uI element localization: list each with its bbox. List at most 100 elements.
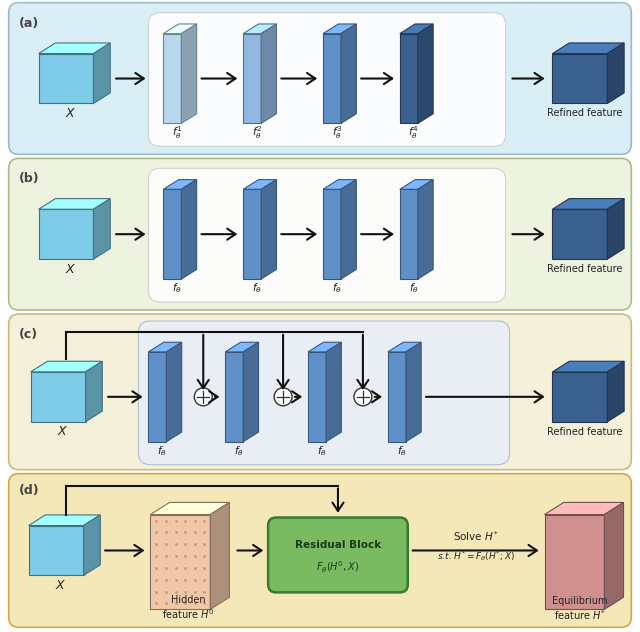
Text: $f_{\theta}^{3}$: $f_{\theta}^{3}$ — [332, 124, 342, 141]
FancyBboxPatch shape — [9, 314, 631, 470]
Polygon shape — [388, 352, 406, 442]
Circle shape — [274, 388, 292, 406]
Polygon shape — [163, 24, 196, 33]
Polygon shape — [552, 54, 607, 104]
Polygon shape — [84, 515, 100, 575]
Polygon shape — [163, 189, 181, 279]
Polygon shape — [38, 209, 93, 259]
Polygon shape — [400, 33, 418, 123]
Text: $f_{\theta}$: $f_{\theta}$ — [172, 281, 182, 295]
Polygon shape — [607, 362, 624, 422]
Text: $f_{\theta}$: $f_{\theta}$ — [252, 281, 262, 295]
Text: $f_{\theta}$: $f_{\theta}$ — [157, 444, 167, 458]
Polygon shape — [308, 352, 326, 442]
FancyBboxPatch shape — [148, 13, 506, 147]
Polygon shape — [150, 502, 229, 514]
Polygon shape — [341, 24, 356, 123]
Text: (d): (d) — [19, 483, 39, 497]
Text: $f_{\theta}$: $f_{\theta}$ — [409, 281, 419, 295]
Polygon shape — [261, 179, 276, 279]
Polygon shape — [148, 343, 182, 352]
Polygon shape — [323, 179, 356, 189]
Polygon shape — [86, 362, 102, 422]
Polygon shape — [418, 179, 433, 279]
Text: $f_{\theta}$: $f_{\theta}$ — [317, 444, 327, 458]
Polygon shape — [607, 198, 624, 259]
Text: Refined feature: Refined feature — [547, 264, 623, 274]
Polygon shape — [552, 43, 624, 54]
Text: Residual Block: Residual Block — [295, 540, 381, 550]
Text: $f_{\theta}$: $f_{\theta}$ — [397, 444, 407, 458]
Polygon shape — [406, 343, 421, 442]
Polygon shape — [400, 189, 418, 279]
Text: s.t. $H^{*}=F_{\theta}(H^{*};X)$: s.t. $H^{*}=F_{\theta}(H^{*};X)$ — [437, 549, 515, 563]
Polygon shape — [93, 43, 110, 104]
Polygon shape — [308, 343, 341, 352]
Polygon shape — [323, 189, 341, 279]
Polygon shape — [225, 352, 243, 442]
FancyBboxPatch shape — [9, 3, 631, 154]
Polygon shape — [400, 24, 433, 33]
Polygon shape — [29, 526, 84, 575]
Text: $X$: $X$ — [65, 263, 77, 276]
Polygon shape — [545, 514, 604, 609]
FancyBboxPatch shape — [138, 321, 509, 465]
Polygon shape — [418, 24, 433, 123]
Circle shape — [195, 388, 212, 406]
Polygon shape — [552, 362, 624, 372]
Polygon shape — [400, 179, 433, 189]
Text: $f_{\theta}$: $f_{\theta}$ — [332, 281, 342, 295]
Text: Refined feature: Refined feature — [547, 109, 623, 118]
Text: (b): (b) — [19, 173, 39, 185]
Polygon shape — [166, 343, 182, 442]
FancyBboxPatch shape — [9, 159, 631, 310]
Text: Equilibrium
feature $H^{*}$: Equilibrium feature $H^{*}$ — [552, 596, 607, 623]
Polygon shape — [93, 198, 110, 259]
Text: $f_{\theta}$: $f_{\theta}$ — [234, 444, 244, 458]
Polygon shape — [38, 198, 110, 209]
Polygon shape — [148, 352, 166, 442]
Text: $f_{\theta}^{2}$: $f_{\theta}^{2}$ — [252, 124, 262, 141]
Polygon shape — [243, 343, 259, 442]
Polygon shape — [243, 33, 261, 123]
Text: $X$: $X$ — [58, 425, 68, 438]
Polygon shape — [261, 24, 276, 123]
Circle shape — [354, 388, 372, 406]
FancyBboxPatch shape — [268, 518, 408, 592]
Polygon shape — [38, 54, 93, 104]
Polygon shape — [211, 502, 229, 609]
Polygon shape — [29, 515, 100, 526]
Text: Hidden
feature $H^{0}$: Hidden feature $H^{0}$ — [162, 595, 214, 621]
FancyBboxPatch shape — [148, 168, 506, 302]
Polygon shape — [243, 24, 276, 33]
Text: $X$: $X$ — [65, 107, 77, 120]
Polygon shape — [31, 362, 102, 372]
Text: (a): (a) — [19, 16, 39, 30]
FancyBboxPatch shape — [9, 473, 631, 628]
Polygon shape — [163, 179, 196, 189]
Polygon shape — [607, 43, 624, 104]
Polygon shape — [604, 502, 623, 609]
Polygon shape — [225, 343, 259, 352]
Polygon shape — [181, 24, 196, 123]
Polygon shape — [243, 189, 261, 279]
Polygon shape — [323, 33, 341, 123]
Text: Solve $H^{*}$: Solve $H^{*}$ — [453, 530, 499, 544]
Polygon shape — [323, 24, 356, 33]
Polygon shape — [163, 33, 181, 123]
Polygon shape — [341, 179, 356, 279]
Polygon shape — [545, 502, 623, 514]
Text: $F_{\theta}(H^{0}, X)$: $F_{\theta}(H^{0}, X)$ — [316, 560, 360, 575]
Polygon shape — [243, 179, 276, 189]
Polygon shape — [552, 209, 607, 259]
Text: $X$: $X$ — [56, 579, 67, 592]
Polygon shape — [38, 43, 110, 54]
Polygon shape — [552, 372, 607, 422]
Text: Refined feature: Refined feature — [547, 427, 623, 437]
Text: (c): (c) — [19, 328, 38, 341]
Text: $f_{\theta}^{1}$: $f_{\theta}^{1}$ — [172, 124, 182, 141]
Polygon shape — [150, 514, 211, 609]
Polygon shape — [552, 198, 624, 209]
Polygon shape — [31, 372, 86, 422]
Polygon shape — [181, 179, 196, 279]
